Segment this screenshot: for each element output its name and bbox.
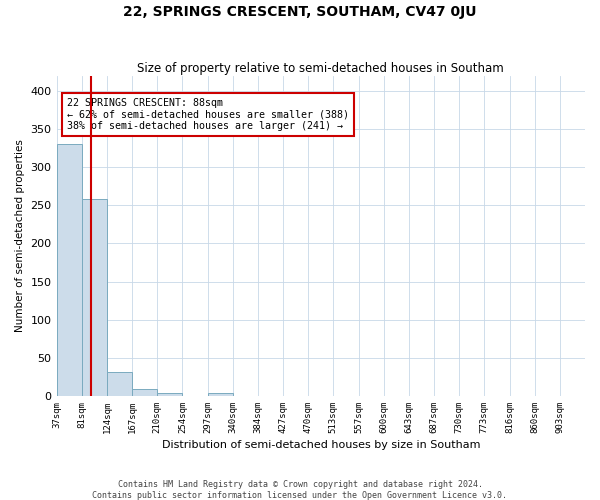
- Bar: [82, 199, 107, 396]
- Y-axis label: Number of semi-detached properties: Number of semi-detached properties: [15, 140, 25, 332]
- X-axis label: Distribution of semi-detached houses by size in Southam: Distribution of semi-detached houses by …: [161, 440, 480, 450]
- Text: 22 SPRINGS CRESCENT: 88sqm
← 62% of semi-detached houses are smaller (388)
38% o: 22 SPRINGS CRESCENT: 88sqm ← 62% of semi…: [67, 98, 349, 132]
- Bar: [132, 389, 157, 396]
- Text: Contains HM Land Registry data © Crown copyright and database right 2024.
Contai: Contains HM Land Registry data © Crown c…: [92, 480, 508, 500]
- Title: Size of property relative to semi-detached houses in Southam: Size of property relative to semi-detach…: [137, 62, 504, 74]
- Bar: [107, 372, 132, 396]
- Text: 22, SPRINGS CRESCENT, SOUTHAM, CV47 0JU: 22, SPRINGS CRESCENT, SOUTHAM, CV47 0JU: [123, 5, 477, 19]
- Bar: [56, 144, 82, 396]
- Bar: [157, 393, 182, 396]
- Bar: [208, 393, 233, 396]
